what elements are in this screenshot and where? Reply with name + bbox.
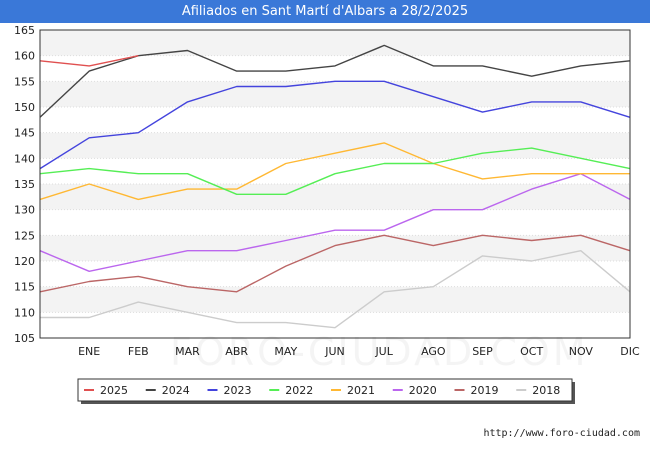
watermark: FORO-CIUDAD.COM [170, 330, 589, 374]
x-tick-label: MAR [175, 345, 200, 358]
x-axis-tick-labels: ENE FEB MAR ABR MAY JUN JUL AGO SEP OCT NOV DIC [78, 345, 640, 358]
x-tick-label: ENE [78, 345, 100, 358]
x-tick-label: AGO [421, 345, 446, 358]
series-line-2021 [39, 142, 630, 201]
background-band [40, 184, 630, 210]
x-tick-label: FEB [128, 345, 149, 358]
background-band [40, 209, 630, 236]
y-tick-label: 115 [14, 281, 35, 294]
background-band [40, 235, 630, 261]
y-axis-tick-labels: 105 110 115 120 125 130 135 140 145 150 155 160 165 [14, 24, 35, 345]
x-tick-label: JUL [374, 345, 393, 358]
background-band [40, 261, 630, 287]
series-lines [39, 44, 631, 329]
legend-label-2020: 2020 [409, 384, 437, 397]
background-band [40, 286, 630, 313]
series-line-2025 [39, 55, 139, 67]
y-tick-label: 155 [14, 75, 35, 88]
background-band [40, 55, 630, 82]
background-band [40, 30, 630, 56]
legend: 2025 2024 2023 2022 2021 2020 2019 2018 [77, 378, 575, 404]
legend-label-2021: 2021 [347, 384, 375, 397]
y-tick-label: 110 [14, 306, 35, 319]
background-band [40, 158, 630, 184]
y-tick-label: 145 [14, 127, 35, 140]
y-tick-label: 165 [14, 24, 35, 37]
x-tick-label: DIC [620, 345, 640, 358]
chart-title: Afiliados en Sant Martí d'Albars a 28/2/… [0, 0, 650, 23]
x-tick-label: ABR [225, 345, 248, 358]
legend-label-2025: 2025 [100, 384, 128, 397]
legend-label-2023: 2023 [224, 384, 252, 397]
y-tick-label: 120 [14, 255, 35, 268]
legend-label-2019: 2019 [471, 384, 499, 397]
background-band [40, 81, 630, 107]
legend-label-2024: 2024 [162, 384, 190, 397]
x-tick-label: OCT [520, 345, 543, 358]
series-line-2023 [39, 80, 631, 170]
source-url[interactable]: http://www.foro-ciudad.com [483, 428, 640, 439]
y-tick-label: 105 [14, 332, 35, 345]
series-line-2019 [39, 234, 631, 293]
series-line-2022 [39, 147, 631, 196]
y-tick-label: 135 [14, 178, 35, 191]
legend-box [77, 378, 573, 402]
series-line-2018 [40, 249, 631, 329]
background-band [40, 312, 630, 338]
y-tick-label: 150 [14, 101, 35, 114]
background-band [40, 132, 630, 159]
x-tick-label: JUN [324, 345, 345, 358]
y-tick-label: 130 [14, 204, 35, 217]
y-tick-label: 160 [14, 50, 35, 63]
x-tick-label: MAY [274, 345, 297, 358]
x-tick-label: NOV [569, 345, 594, 358]
plot-frame [39, 29, 631, 339]
background-band [40, 107, 630, 133]
legend-label-2022: 2022 [285, 384, 313, 397]
x-tick-label: SEP [472, 345, 493, 358]
y-tick-label: 125 [14, 229, 35, 242]
y-tick-label: 140 [14, 152, 35, 165]
plot-background-bands [40, 30, 630, 338]
legend-label-2018: 2018 [532, 384, 560, 397]
series-line-2020 [39, 172, 631, 272]
